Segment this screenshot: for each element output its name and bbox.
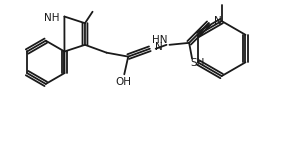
Text: N: N <box>155 42 162 52</box>
Text: HN: HN <box>152 35 167 45</box>
Text: OH: OH <box>115 77 131 87</box>
Text: SH: SH <box>191 59 205 69</box>
Text: NH: NH <box>44 14 59 24</box>
Text: N: N <box>214 16 221 26</box>
